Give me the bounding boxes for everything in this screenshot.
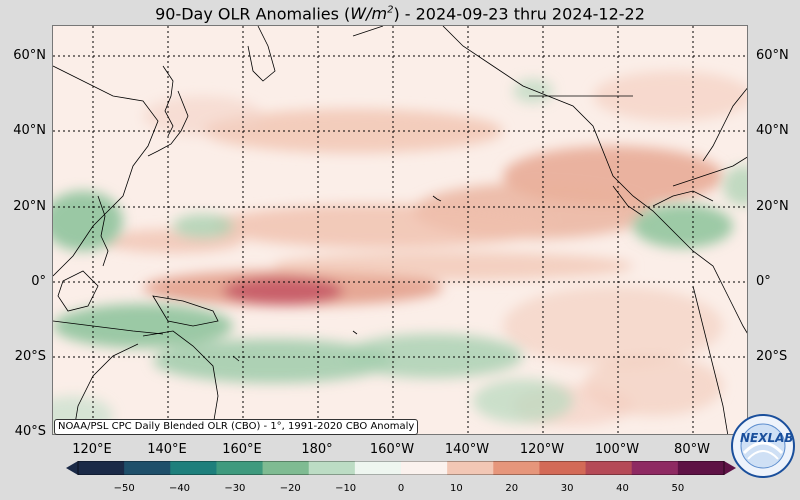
lat-label-60n-left: 60°N [13, 48, 46, 63]
lat-label-40n-left: 40°N [13, 123, 46, 138]
colorbar-tick-label: 20 [505, 483, 519, 494]
colorbar-segment [677, 461, 725, 475]
colorbar-segment [170, 461, 217, 475]
colorbar-tick-label: 50 [671, 483, 685, 494]
lat-label-20s-left: 20°S [14, 349, 46, 364]
colorbar-segment [308, 461, 356, 475]
colorbar-segment [216, 461, 264, 475]
lon-label-160w: 160°W [369, 442, 415, 457]
graticule [53, 26, 747, 434]
nexlab-logo [731, 414, 795, 478]
colorbar-tick-label: 10 [449, 483, 463, 494]
lat-label-eq-left: 0° [31, 274, 46, 289]
colorbar-segment [78, 461, 125, 475]
map-canvas [53, 26, 747, 434]
colorbar-segment [493, 461, 540, 475]
lon-label-100w: 100°W [594, 442, 640, 457]
colorbar-segment [354, 461, 402, 475]
lon-label-160e: 160°E [222, 442, 262, 457]
colorbar-segment [447, 461, 494, 475]
lat-label-20n-left: 20°N [13, 199, 46, 214]
colorbar-segment [585, 461, 633, 475]
colorbar-tick-label: −20 [279, 483, 301, 494]
colorbar-tick-label: −30 [224, 483, 246, 494]
olr-anomaly-map [52, 25, 748, 435]
lon-label-140e: 140°E [147, 442, 187, 457]
colorbar-segment [401, 461, 448, 475]
lat-label-eq-right: 0° [756, 274, 771, 289]
lon-label-120w: 120°W [519, 442, 565, 457]
colorbar-segment [262, 461, 310, 475]
lon-label-140w: 140°W [444, 442, 490, 457]
lat-label-60n-right: 60°N [756, 48, 789, 63]
lat-label-20n-right: 20°N [756, 199, 789, 214]
colorbar-segment [631, 461, 679, 475]
lon-label-80w: 80°W [674, 442, 710, 457]
data-source-credit: NOAA/PSL CPC Daily Blended OLR (CBO) - 1… [54, 419, 419, 435]
colorbar-tick-label: 40 [616, 483, 629, 494]
chart-title: 90-Day OLR Anomalies (W/m2) - 2024-09-23… [155, 4, 645, 24]
colorbar-tick-label: −50 [113, 483, 135, 494]
colorbar-tick-label: −10 [335, 483, 357, 494]
anomaly-field [53, 71, 747, 434]
logo-wordmark: NEXLAB [740, 431, 794, 445]
colorbar-tick-label: −40 [168, 483, 191, 494]
colorbar [66, 461, 736, 475]
colorbar-tick-label: 0 [397, 483, 405, 494]
colorbar-max-arrow [724, 461, 736, 475]
lat-label-40n-right: 40°N [756, 123, 789, 138]
colorbar-tick-label: 30 [560, 483, 574, 494]
colorbar-segment [539, 461, 587, 475]
colorbar-min-arrow [66, 461, 78, 475]
lat-label-20s-right: 20°S [756, 349, 788, 364]
lat-label-40s-left: 40°S [14, 424, 46, 439]
lon-label-120e: 120°E [72, 442, 112, 457]
colorbar-segment [124, 461, 171, 475]
lon-label-180: 180° [301, 442, 333, 457]
